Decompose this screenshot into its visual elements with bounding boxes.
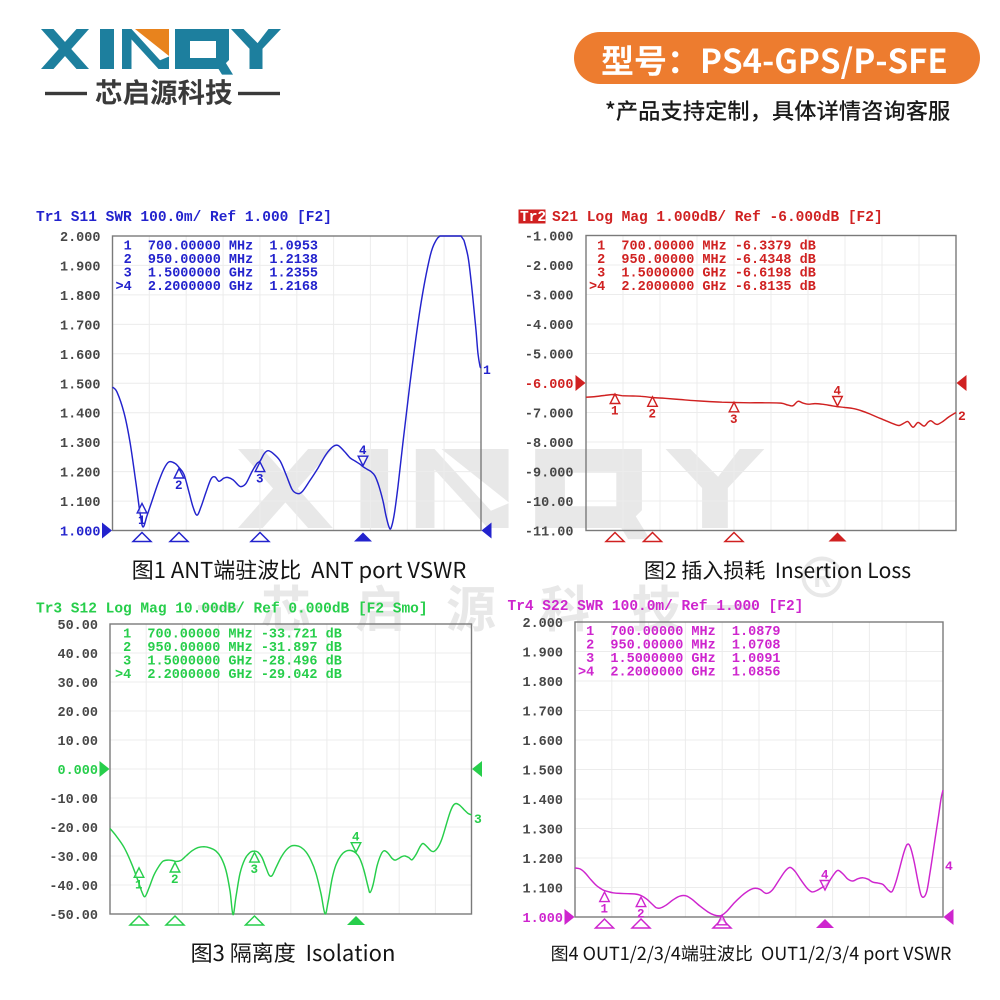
svg-text:-8.000: -8.000 xyxy=(525,437,574,452)
svg-text:-9.000: -9.000 xyxy=(525,467,574,482)
svg-text:20.00: 20.00 xyxy=(57,706,98,721)
svg-text:3: 3 xyxy=(256,473,264,487)
svg-text:1.700: 1.700 xyxy=(522,706,563,721)
svg-text:1.600: 1.600 xyxy=(60,349,101,364)
svg-text:4: 4 xyxy=(945,859,953,874)
svg-text:1.600: 1.600 xyxy=(522,735,563,750)
svg-text:30.00: 30.00 xyxy=(57,677,98,692)
svg-text:-7.000: -7.000 xyxy=(525,408,574,423)
svg-text:4: 4 xyxy=(352,831,360,845)
svg-text:1: 1 xyxy=(138,514,146,528)
svg-text:1 700.00000 MHz 1.0953: 1 700.00000 MHz 1.0953 xyxy=(116,239,319,254)
svg-text:1: 1 xyxy=(135,878,143,892)
svg-text:-6.000: -6.000 xyxy=(525,378,574,393)
svg-text:-30.00: -30.00 xyxy=(49,851,98,866)
svg-text:1.700: 1.700 xyxy=(60,319,101,334)
svg-text:1: 1 xyxy=(601,903,609,917)
svg-text:2: 2 xyxy=(171,873,179,887)
svg-text:-4.000: -4.000 xyxy=(525,319,574,334)
svg-text:4: 4 xyxy=(359,444,367,458)
svg-text:1: 1 xyxy=(611,404,619,418)
svg-text:-11.00: -11.00 xyxy=(525,526,574,541)
svg-text:1.900: 1.900 xyxy=(522,647,563,662)
svg-text:1: 1 xyxy=(483,363,491,378)
svg-text:3 1.5000000 GHz 1.2355: 3 1.5000000 GHz 1.2355 xyxy=(116,266,319,281)
svg-text:0.000: 0.000 xyxy=(57,764,98,779)
svg-text:2: 2 xyxy=(175,479,183,493)
svg-text:2.000: 2.000 xyxy=(522,617,563,632)
svg-text:3: 3 xyxy=(474,812,482,827)
svg-text:1 700.00000 MHz -6.3379 dB: 1 700.00000 MHz -6.3379 dB xyxy=(589,239,816,254)
svg-text:1.200: 1.200 xyxy=(522,853,563,868)
svg-text:>4 2.2000000 GHz -6.8135 dB: >4 2.2000000 GHz -6.8135 dB xyxy=(589,280,816,295)
svg-text:3: 3 xyxy=(251,863,259,877)
svg-text:-10.00: -10.00 xyxy=(49,793,98,808)
svg-text:1.100: 1.100 xyxy=(522,883,563,898)
svg-text:Tr3 S12 Log Mag 10.00dB/ Ref 0: Tr3 S12 Log Mag 10.00dB/ Ref 0.000dB [F2… xyxy=(36,602,428,618)
svg-text:1.800: 1.800 xyxy=(522,676,563,691)
svg-text:1.000: 1.000 xyxy=(522,912,563,927)
svg-text:1.500: 1.500 xyxy=(60,378,101,393)
svg-text:2 950.00000 MHz -6.4348 dB: 2 950.00000 MHz -6.4348 dB xyxy=(589,253,816,268)
svg-text:>4 2.2000000 GHz 1.0856: >4 2.2000000 GHz 1.0856 xyxy=(578,665,781,680)
svg-text:3 1.5000000 GHz -28.496 dB: 3 1.5000000 GHz -28.496 dB xyxy=(115,654,342,669)
svg-text:2: 2 xyxy=(637,908,645,922)
svg-text:-1.000: -1.000 xyxy=(525,231,574,246)
svg-text:2: 2 xyxy=(958,409,966,424)
svg-text:2 950.00000 MHz -31.897 dB: 2 950.00000 MHz -31.897 dB xyxy=(115,641,342,656)
svg-text:S21 Log Mag 1.000dB/ Ref -6.00: S21 Log Mag 1.000dB/ Ref -6.000dB [F2] xyxy=(552,210,883,226)
svg-text:3 1.5000000 GHz -6.6198 dB: 3 1.5000000 GHz -6.6198 dB xyxy=(589,266,816,281)
svg-text:3: 3 xyxy=(730,413,738,427)
svg-text:-10.00: -10.00 xyxy=(525,496,574,511)
svg-text:-3.000: -3.000 xyxy=(525,290,574,305)
svg-text:>4 2.2000000 GHz -29.042 dB: >4 2.2000000 GHz -29.042 dB xyxy=(115,668,342,683)
svg-text:1.000: 1.000 xyxy=(60,526,101,541)
svg-text:4: 4 xyxy=(834,384,842,398)
svg-text:1 700.00000 MHz 1.0879: 1 700.00000 MHz 1.0879 xyxy=(578,625,781,640)
svg-text:-20.00: -20.00 xyxy=(49,822,98,837)
svg-text:1.800: 1.800 xyxy=(60,290,101,305)
svg-text:40.00: 40.00 xyxy=(57,648,98,663)
svg-text:1.400: 1.400 xyxy=(522,794,563,809)
svg-text:1.500: 1.500 xyxy=(522,765,563,780)
svg-text:1.200: 1.200 xyxy=(60,467,101,482)
svg-text:10.00: 10.00 xyxy=(57,735,98,750)
svg-text:1.900: 1.900 xyxy=(60,260,101,275)
svg-text:1 700.00000 MHz -33.721 dB: 1 700.00000 MHz -33.721 dB xyxy=(115,627,342,642)
svg-text:Tr2: Tr2 xyxy=(520,210,546,226)
svg-text:3 1.5000000 GHz 1.0091: 3 1.5000000 GHz 1.0091 xyxy=(578,652,781,667)
svg-text:4: 4 xyxy=(821,869,829,883)
svg-text:1.300: 1.300 xyxy=(60,437,101,452)
svg-text:1.100: 1.100 xyxy=(60,496,101,511)
svg-text:Tr4 S22 SWR 100.0m/ Ref 1.000: Tr4 S22 SWR 100.0m/ Ref 1.000 [F2] xyxy=(508,599,804,615)
svg-text:1.400: 1.400 xyxy=(60,408,101,423)
svg-text:-2.000: -2.000 xyxy=(525,260,574,275)
svg-text:Tr1 S11 SWR 100.0m/ Ref 1.000: Tr1 S11 SWR 100.0m/ Ref 1.000 [F2] xyxy=(36,210,332,226)
svg-text:1.300: 1.300 xyxy=(522,824,563,839)
svg-text:50.00: 50.00 xyxy=(57,619,98,634)
svg-text:-40.00: -40.00 xyxy=(49,880,98,895)
svg-text:2.000: 2.000 xyxy=(60,231,101,246)
svg-text:>4 2.2000000 GHz 1.2168: >4 2.2000000 GHz 1.2168 xyxy=(116,280,319,295)
svg-text:-50.00: -50.00 xyxy=(49,909,98,924)
svg-text:-5.000: -5.000 xyxy=(525,349,574,364)
svg-text:2 950.00000 MHz 1.0708: 2 950.00000 MHz 1.0708 xyxy=(578,638,781,653)
svg-text:2: 2 xyxy=(649,407,657,421)
svg-text:2 950.00000 MHz 1.2138: 2 950.00000 MHz 1.2138 xyxy=(116,253,319,268)
